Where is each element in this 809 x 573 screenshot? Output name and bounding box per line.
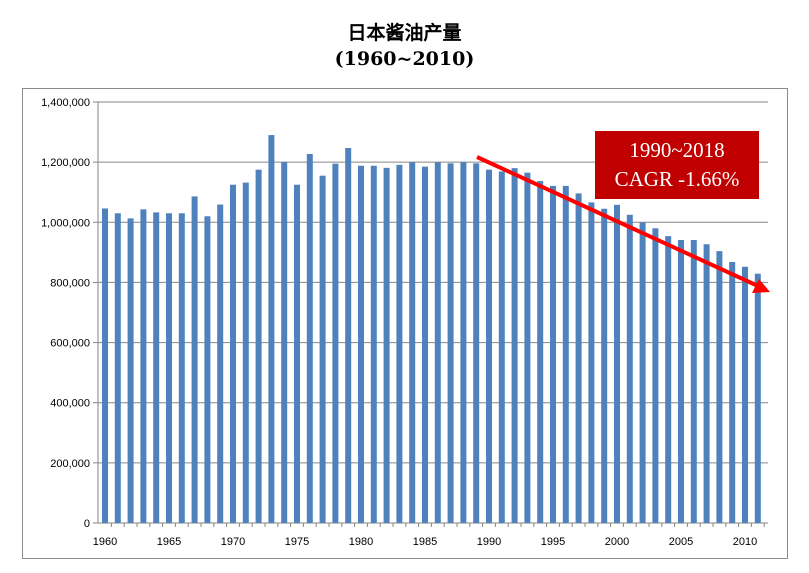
trend-arrow-line	[476, 155, 759, 288]
bar-2001	[626, 214, 633, 523]
cagr-annotation: 1990~2018 CAGR -1.66%	[595, 131, 759, 199]
bar-1961	[114, 213, 121, 523]
bar-1974	[281, 162, 288, 523]
bar-1989	[473, 163, 480, 524]
x-tick-label: 1985	[413, 536, 437, 548]
bar-1970	[230, 184, 236, 524]
bar-1962	[127, 218, 134, 523]
y-tick-label: 400,000	[50, 398, 90, 410]
bar-1996	[562, 185, 569, 523]
bar-1992	[511, 168, 518, 523]
bar-1997	[575, 193, 582, 523]
y-tick-label: 0	[84, 518, 90, 530]
y-tick-label: 600,000	[50, 338, 90, 350]
y-tick-label: 1,000,000	[41, 217, 90, 229]
bar-1979	[345, 148, 352, 524]
bar-2005	[678, 240, 684, 523]
bar-2000	[614, 204, 620, 523]
x-tick-label: 1995	[541, 536, 565, 548]
bar-1993	[524, 172, 531, 524]
bar-1998	[588, 202, 595, 523]
x-tick-label: 1990	[477, 536, 501, 548]
bar-1985	[422, 166, 428, 523]
x-tick-label: 1970	[221, 536, 245, 548]
bar-2007	[703, 244, 710, 523]
bar-1975	[294, 184, 300, 524]
bar-1994	[537, 181, 544, 523]
bar-2010	[742, 266, 748, 523]
bar-1988	[460, 162, 467, 523]
y-tick-label: 200,000	[50, 458, 90, 470]
bar-1965	[166, 213, 172, 523]
bar-1978	[332, 163, 339, 523]
y-tick-label: 1,200,000	[41, 157, 90, 169]
bar-1983	[396, 164, 403, 523]
y-tick-label: 1,400,000	[41, 97, 90, 109]
bar-2009	[729, 261, 736, 523]
bar-1976	[306, 154, 313, 524]
x-tick-label: 1980	[349, 536, 373, 548]
x-tick-label: 1975	[285, 536, 309, 548]
bar-1999	[601, 208, 608, 523]
x-tick-label: 2000	[605, 536, 629, 548]
annotation-cagr: CAGR -1.66%	[614, 167, 740, 191]
bar-1973	[268, 135, 275, 524]
bar-1972	[255, 169, 262, 524]
bar-1966	[178, 213, 185, 523]
bar-1964	[153, 212, 160, 524]
bar-1977	[319, 175, 326, 524]
bar-1987	[447, 163, 454, 524]
bar-1967	[191, 196, 198, 523]
x-tick-label: 2005	[669, 536, 693, 548]
bar-2006	[690, 240, 697, 523]
bar-1981	[370, 165, 377, 523]
bar-1971	[242, 182, 249, 523]
bar-1982	[383, 167, 390, 523]
x-tick-label: 1960	[93, 536, 117, 548]
bar-1990	[486, 169, 492, 524]
annotation-period: 1990~2018	[629, 138, 725, 162]
bar-1960	[102, 208, 108, 523]
y-tick-label: 800,000	[50, 277, 90, 289]
bar-2008	[716, 251, 723, 523]
trend-arrow-head	[752, 279, 770, 293]
bar-1984	[409, 162, 416, 523]
chart-subtitle: (1960~2010)	[334, 48, 475, 70]
bar-1969	[217, 204, 224, 523]
x-tick-label: 2010	[733, 536, 757, 548]
bar-1991	[498, 171, 505, 523]
chart-frame	[22, 88, 788, 559]
bar-1963	[140, 209, 147, 524]
bar-1995	[550, 185, 556, 523]
bar-2003	[652, 228, 659, 524]
bar-2004	[665, 236, 672, 523]
bar-1980	[358, 165, 364, 523]
bar-2002	[639, 222, 646, 523]
bar-1968	[204, 216, 211, 523]
bar-1986	[434, 162, 441, 523]
bar-2011	[754, 273, 761, 523]
x-tick-label: 1965	[157, 536, 181, 548]
chart-title: 日本酱油产量	[347, 22, 462, 44]
